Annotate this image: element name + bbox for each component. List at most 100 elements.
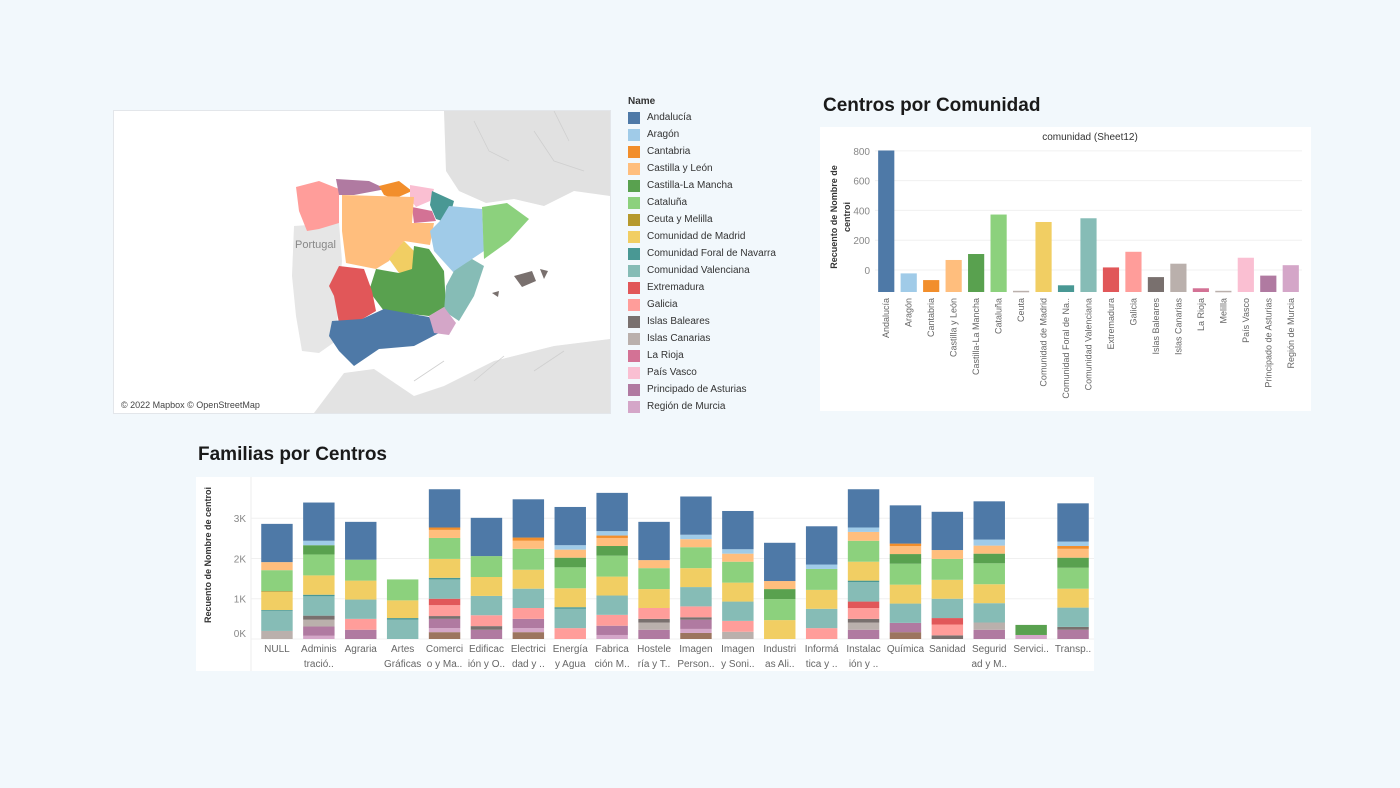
bar-segment[interactable] bbox=[428, 537, 461, 559]
bar[interactable] bbox=[1012, 290, 1030, 293]
bar-segment[interactable] bbox=[345, 618, 377, 630]
bar-segment[interactable] bbox=[847, 580, 880, 583]
bar-segment[interactable] bbox=[303, 540, 335, 546]
bar-segment[interactable] bbox=[889, 554, 922, 564]
bar-segment[interactable] bbox=[1057, 546, 1089, 549]
bar-segment[interactable] bbox=[345, 521, 377, 560]
bar-segment[interactable] bbox=[931, 511, 964, 551]
bar-segment[interactable] bbox=[428, 598, 461, 606]
bar[interactable] bbox=[1057, 285, 1075, 292]
bar-segment[interactable] bbox=[303, 626, 335, 636]
bar-segment[interactable] bbox=[847, 561, 880, 581]
bar-segment[interactable] bbox=[722, 549, 754, 554]
bar[interactable] bbox=[945, 259, 962, 292]
bar-segment[interactable] bbox=[596, 546, 628, 556]
bar-segment[interactable] bbox=[805, 628, 838, 639]
bar-segment[interactable] bbox=[512, 548, 545, 570]
bar-segment[interactable] bbox=[680, 628, 712, 633]
bar-segment[interactable] bbox=[554, 549, 586, 558]
bar-segment[interactable] bbox=[261, 591, 293, 592]
bar-segment[interactable] bbox=[261, 562, 293, 571]
bar-segment[interactable] bbox=[889, 546, 922, 555]
region-castilla-la-mancha[interactable] bbox=[369, 246, 446, 316]
legend-item[interactable]: Castilla y León bbox=[628, 160, 798, 177]
legend-item[interactable]: Galicia bbox=[628, 296, 798, 313]
bar-segment[interactable] bbox=[805, 589, 838, 609]
bar[interactable] bbox=[923, 280, 940, 292]
bar-segment[interactable] bbox=[261, 523, 293, 563]
bar-segment[interactable] bbox=[261, 570, 293, 592]
legend-item[interactable]: Comunidad de Madrid bbox=[628, 228, 798, 245]
bar-segment[interactable] bbox=[554, 545, 586, 550]
bar-segment[interactable] bbox=[680, 632, 712, 639]
legend-item[interactable]: Cataluña bbox=[628, 194, 798, 211]
bar-segment[interactable] bbox=[847, 622, 880, 630]
bar-segment[interactable] bbox=[931, 618, 964, 625]
bar[interactable] bbox=[1102, 267, 1120, 292]
bar-segment[interactable] bbox=[261, 591, 293, 611]
bar-segment[interactable] bbox=[847, 601, 880, 609]
bar-segment[interactable] bbox=[847, 489, 880, 528]
bar-segment[interactable] bbox=[931, 550, 964, 559]
bar[interactable] bbox=[1215, 290, 1232, 293]
bar-segment[interactable] bbox=[1015, 624, 1047, 635]
bar[interactable] bbox=[990, 214, 1007, 292]
bar-segment[interactable] bbox=[1015, 634, 1047, 639]
bar[interactable] bbox=[1282, 265, 1299, 292]
bar-segment[interactable] bbox=[680, 539, 712, 548]
bar-segment[interactable] bbox=[889, 603, 922, 623]
bar-segment[interactable] bbox=[847, 629, 880, 639]
bar-segment[interactable] bbox=[386, 600, 419, 619]
bar-segment[interactable] bbox=[931, 598, 964, 619]
region-baleares[interactable] bbox=[492, 269, 548, 297]
bar-segment[interactable] bbox=[931, 635, 964, 639]
region-madrid[interactable] bbox=[389, 241, 414, 273]
bar-segment[interactable] bbox=[889, 632, 922, 639]
bar-segment[interactable] bbox=[973, 553, 1005, 564]
bar-segment[interactable] bbox=[596, 634, 628, 639]
bar-segment[interactable] bbox=[1057, 629, 1089, 639]
bar[interactable] bbox=[1170, 263, 1187, 292]
legend-item[interactable]: Región de Murcia bbox=[628, 398, 798, 415]
bar-segment[interactable] bbox=[889, 622, 922, 633]
bar-segment[interactable] bbox=[345, 580, 377, 600]
bar-segment[interactable] bbox=[931, 558, 964, 580]
bar-segment[interactable] bbox=[303, 554, 335, 576]
bar-segment[interactable] bbox=[470, 595, 503, 616]
bar-segment[interactable] bbox=[596, 535, 628, 538]
legend-item[interactable]: Ceuta y Melilla bbox=[628, 211, 798, 228]
bar-segment[interactable] bbox=[596, 576, 628, 596]
bar-segment[interactable] bbox=[596, 492, 628, 532]
bar-segment[interactable] bbox=[596, 614, 628, 626]
bar-segment[interactable] bbox=[428, 579, 461, 599]
bar-segment[interactable] bbox=[303, 596, 335, 616]
legend-item[interactable]: Extremadura bbox=[628, 279, 798, 296]
bar-segment[interactable] bbox=[554, 567, 586, 589]
bar[interactable] bbox=[1192, 288, 1209, 292]
region-cataluna[interactable] bbox=[482, 203, 529, 259]
bar-segment[interactable] bbox=[680, 606, 712, 618]
bar-segment[interactable] bbox=[764, 589, 796, 600]
bar-segment[interactable] bbox=[428, 529, 461, 538]
bar-segment[interactable] bbox=[596, 531, 628, 536]
bar-segment[interactable] bbox=[345, 629, 377, 639]
bar-segment[interactable] bbox=[554, 506, 586, 546]
legend-item[interactable]: Comunidad Valenciana bbox=[628, 262, 798, 279]
bar-segment[interactable] bbox=[512, 588, 545, 609]
bar-segment[interactable] bbox=[973, 501, 1005, 540]
bar[interactable] bbox=[1260, 275, 1277, 292]
bar-segment[interactable] bbox=[596, 625, 628, 635]
bar-segment[interactable] bbox=[680, 617, 712, 620]
bar-segment[interactable] bbox=[303, 615, 335, 620]
bar-segment[interactable] bbox=[470, 615, 503, 627]
bar-segment[interactable] bbox=[428, 577, 461, 580]
bar-segment[interactable] bbox=[805, 564, 838, 569]
bar-segment[interactable] bbox=[805, 608, 838, 629]
bar-segment[interactable] bbox=[1057, 503, 1089, 542]
bar-segment[interactable] bbox=[973, 629, 1005, 639]
bar-segment[interactable] bbox=[596, 537, 628, 547]
bar-segment[interactable] bbox=[428, 628, 461, 633]
bar-segment[interactable] bbox=[512, 618, 545, 629]
bar-segment[interactable] bbox=[638, 618, 670, 623]
bar-segment[interactable] bbox=[680, 496, 712, 535]
